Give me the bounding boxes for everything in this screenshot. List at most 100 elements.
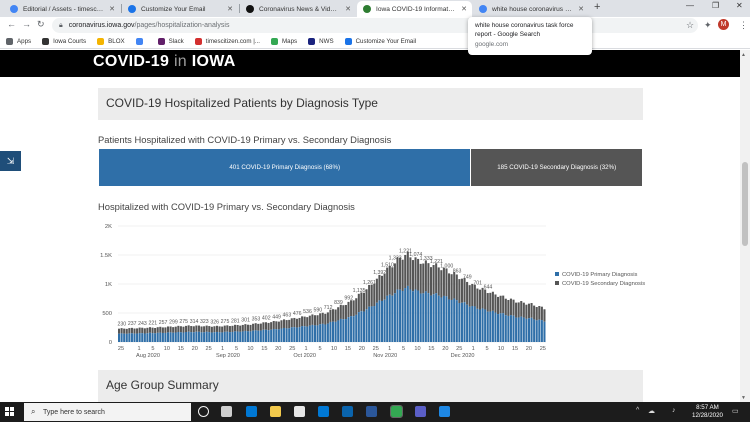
profile-avatar[interactable]: M	[718, 19, 729, 30]
start-button[interactable]	[5, 407, 14, 416]
close-icon[interactable]: ✕	[109, 6, 115, 13]
forward-button[interactable]: →	[22, 19, 31, 29]
bookmark-item[interactable]	[135, 37, 147, 45]
secondary-bar	[301, 316, 304, 327]
outlook-icon[interactable]	[342, 406, 353, 417]
data-label: 1,333	[389, 256, 402, 262]
secondary-bar	[332, 309, 335, 322]
tab-white-house-search[interactable]: white house coronavirus task fo ✕	[473, 1, 589, 17]
bookmark-item[interactable]: Apps	[6, 37, 31, 45]
primary-bar	[223, 331, 226, 342]
primary-bar	[156, 332, 159, 342]
secondary-bar	[136, 328, 139, 334]
secondary-bar	[512, 299, 515, 316]
secondary-diagnosis-segment[interactable]: 185 COVID-19 Secondary Diagnosis (32%)	[470, 149, 642, 186]
store-icon[interactable]	[294, 406, 305, 417]
close-icon[interactable]: ✕	[345, 6, 351, 13]
bookmark-item[interactable]: NWS	[308, 37, 334, 45]
mail-icon[interactable]	[318, 406, 329, 417]
tab-iowa-covid-info[interactable]: Iowa COVID-19 Information - Ho ✕	[357, 1, 472, 17]
secondary-bar	[321, 312, 324, 324]
photos-icon[interactable]	[439, 406, 450, 417]
bookmark-item[interactable]: Slack	[157, 37, 184, 45]
bookmark-star-icon[interactable]: ☆	[686, 20, 695, 30]
task-view-icon[interactable]	[221, 406, 232, 417]
primary-diagnosis-label: 401 COVID-19 Primary Diagnosis (68%)	[229, 164, 341, 171]
primary-diagnosis-segment[interactable]: 401 COVID-19 Primary Diagnosis (68%)	[99, 149, 471, 186]
diagnosis-stacked-bar: 401 COVID-19 Primary Diagnosis (68%) 185…	[99, 149, 642, 186]
secondary-bar	[200, 326, 203, 333]
maximize-button[interactable]: ❐	[712, 1, 720, 10]
close-icon[interactable]: ✕	[227, 6, 233, 13]
x-tick-label: 10	[164, 346, 170, 352]
primary-bar	[399, 289, 402, 342]
secondary-bar	[455, 274, 458, 301]
bookmark-item[interactable]: Iowa Courts	[42, 37, 86, 45]
primary-bar	[478, 309, 482, 342]
secondary-bar	[445, 268, 448, 297]
back-button[interactable]: ←	[7, 19, 16, 29]
scroll-up-arrow[interactable]: ▲	[741, 52, 746, 58]
secondary-bar	[123, 328, 126, 334]
cortana-icon[interactable]	[198, 406, 209, 417]
teams-icon[interactable]	[415, 406, 426, 417]
menu-icon[interactable]: ⋮	[739, 20, 748, 30]
primary-bar	[249, 331, 252, 342]
primary-bar	[442, 295, 445, 342]
secondary-bar	[249, 324, 252, 332]
scroll-down-arrow[interactable]: ▼	[741, 395, 746, 401]
secondary-bar	[283, 319, 286, 328]
primary-bar	[520, 316, 523, 342]
volume-icon[interactable]: ♪	[672, 407, 676, 414]
secondary-bar	[146, 327, 149, 334]
secondary-bar	[156, 327, 159, 333]
new-tab-button[interactable]: +	[594, 1, 601, 13]
tab-coronavirus-news[interactable]: Coronavirus News & Videos - AB ✕	[240, 1, 356, 17]
secondary-bar	[133, 328, 136, 334]
secondary-bar	[453, 271, 456, 299]
notification-icon[interactable]: ▭	[732, 408, 739, 415]
minimize-button[interactable]: —	[686, 1, 694, 10]
bookmark-item[interactable]: Customize Your Email	[344, 37, 416, 45]
bookmark-item[interactable]: Maps	[271, 37, 297, 45]
close-window-button[interactable]: ✕	[736, 1, 743, 10]
primary-bar	[543, 321, 546, 342]
data-label: 1,135	[353, 288, 366, 294]
secondary-bar	[334, 309, 337, 322]
reload-button[interactable]: ↻	[37, 19, 45, 29]
bookmark-favicon-icon	[271, 37, 278, 45]
primary-bar	[378, 300, 381, 342]
address-bar[interactable]: 🔒︎ coronavirus.iowa.gov /pages/hospitali…	[52, 18, 698, 33]
primary-bar	[118, 333, 121, 342]
x-tick-label: 1	[137, 346, 140, 352]
tab-title: white house coronavirus task fo	[492, 5, 573, 13]
secondary-bar	[295, 318, 298, 328]
chrome-icon[interactable]	[390, 405, 403, 418]
site-title[interactable]: COVID-19 in IOWA	[93, 53, 236, 71]
word-icon[interactable]	[366, 406, 377, 417]
tab-customize-email[interactable]: Customize Your Email ✕	[122, 1, 238, 17]
bookmark-item[interactable]: BLOX	[97, 37, 125, 45]
bookmark-item[interactable]: timescitizen.com |...	[194, 37, 260, 45]
tray-chevron-icon[interactable]: ^	[636, 407, 640, 414]
secondary-bar	[161, 327, 164, 333]
edge-icon[interactable]	[246, 406, 257, 417]
network-icon[interactable]: ☁	[648, 408, 655, 415]
primary-bar	[270, 329, 273, 342]
tab-editorial-assets[interactable]: Editorial / Assets - timescitizen.co ✕	[4, 1, 120, 17]
data-label: 323	[200, 319, 209, 325]
taskbar-search-box[interactable]: ⌕ Type here to search	[24, 403, 191, 421]
close-icon[interactable]: ✕	[578, 6, 584, 13]
close-icon[interactable]: ✕	[461, 6, 467, 13]
primary-bar	[316, 325, 319, 342]
primary-bar	[404, 288, 407, 342]
extensions-icon[interactable]: ✦	[704, 20, 712, 30]
system-clock[interactable]: 8:57 AM 12/28/2020	[692, 404, 723, 420]
primary-bar	[342, 319, 345, 342]
primary-bar	[285, 328, 288, 342]
secondary-bar	[185, 325, 188, 333]
file-explorer-icon[interactable]	[270, 406, 281, 417]
scrollbar-thumb[interactable]	[742, 162, 748, 246]
accessibility-widget-icon[interactable]: ⇲	[0, 151, 21, 171]
secondary-bar	[473, 284, 476, 307]
